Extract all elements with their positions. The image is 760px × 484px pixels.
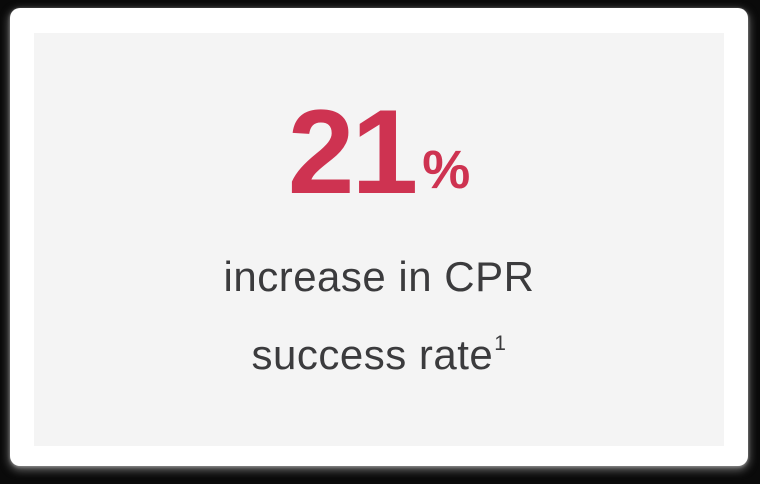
description-line-2-text: success rate xyxy=(251,330,494,378)
percent-sign: % xyxy=(422,139,471,200)
stat-card: 21 % increase in CPR success rate1 xyxy=(10,8,748,466)
stat-description: increase in CPR success rate1 xyxy=(224,238,535,402)
stat-value: 21 xyxy=(287,84,418,219)
stat-value-line: 21 % xyxy=(288,92,471,212)
footnote-marker: 1 xyxy=(494,331,507,355)
stat-panel: 21 % increase in CPR success rate1 xyxy=(34,33,724,446)
description-line-1: increase in CPR xyxy=(223,252,535,300)
description-line-2: success rate1 xyxy=(224,316,535,402)
